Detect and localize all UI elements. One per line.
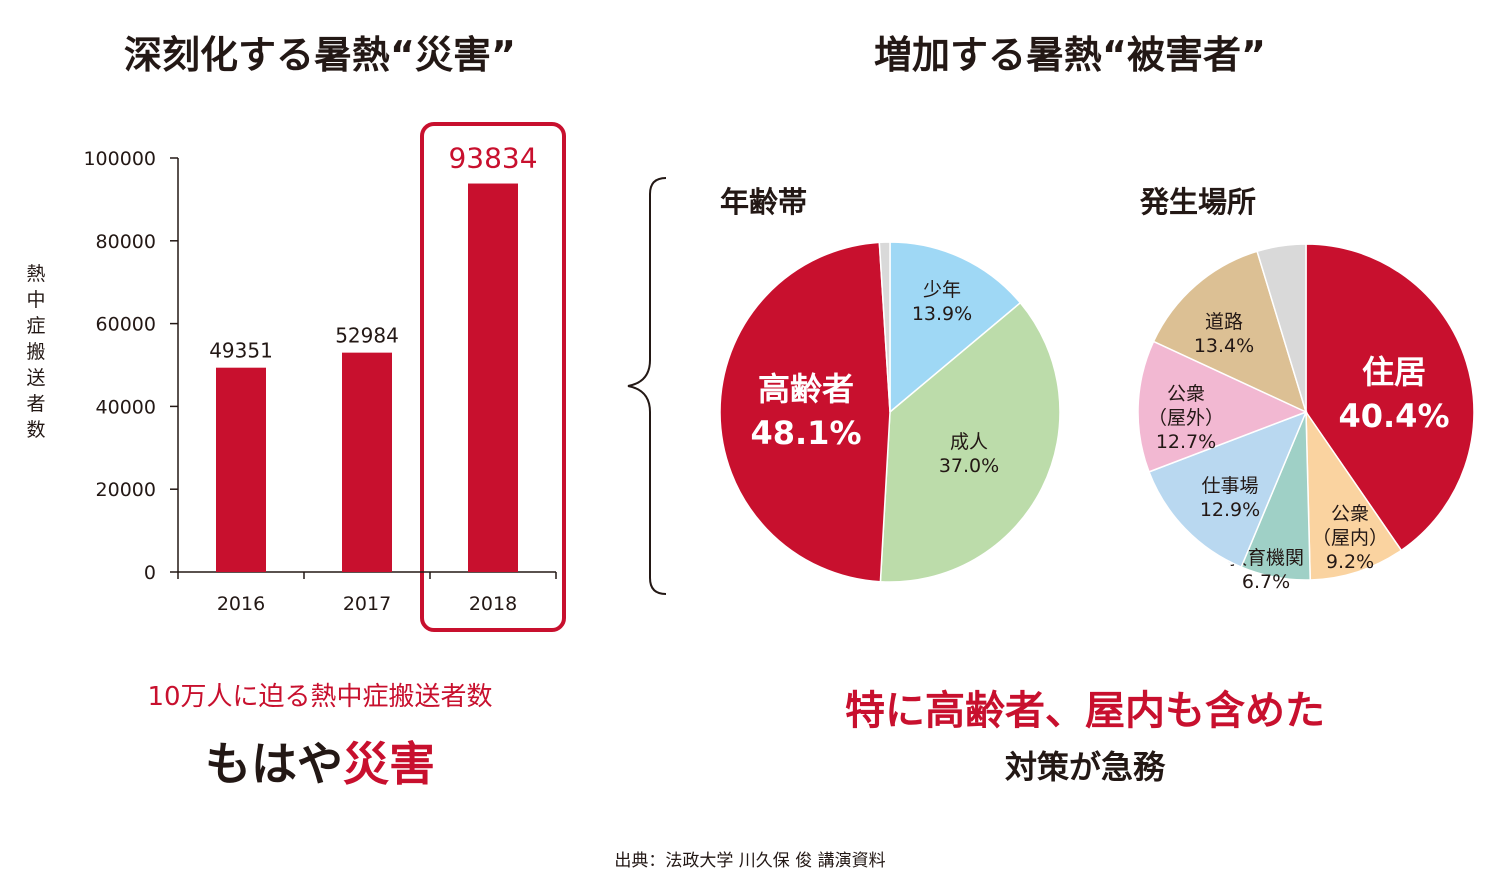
slice-name-label: （屋内）: [1312, 527, 1388, 549]
right-caption-line2: 対策が急務: [1004, 748, 1165, 786]
pie-slice: [1305, 409, 1403, 581]
highlight-box: [420, 122, 566, 632]
left-caption-line1: 10万人に迫る熱中症搬送者数: [147, 682, 493, 712]
bar-value-label: 52984: [335, 324, 399, 348]
y-tick-label: 0: [144, 562, 156, 584]
pie-title: 発生場所: [1139, 185, 1256, 219]
y-tick-label: 60000: [96, 314, 156, 336]
y-tick-label: 40000: [96, 396, 156, 418]
pie-slice: [879, 301, 1061, 583]
left-heading: 深刻化する暑熱“災害”: [124, 33, 516, 77]
slice-value-label: 37.0%: [939, 455, 999, 477]
slice-value-label: 48.1%: [750, 414, 861, 452]
pie-slice: [1137, 340, 1308, 473]
slice-value-label: 40.4%: [1338, 397, 1449, 435]
slice-name-label: 成人: [950, 431, 988, 453]
y-axis-label-char: 者: [26, 393, 45, 415]
x-tick-label: 2017: [343, 593, 391, 615]
bar-2016: [216, 367, 266, 572]
slice-value-label: 12.9%: [1200, 499, 1260, 521]
slice-name-label: 公衆: [1167, 383, 1205, 405]
y-axis-label-char: 数: [26, 419, 45, 441]
y-tick-label: 80000: [96, 231, 156, 253]
y-axis-label-char: 送: [26, 367, 45, 389]
right-caption-line1: 特に高齢者、屋内も含めた: [845, 688, 1325, 734]
pie-slice: [889, 241, 1022, 414]
pie-slice: [1152, 250, 1308, 414]
right-heading: 増加する暑熱“被害者”: [874, 33, 1266, 77]
y-tick-label: 100000: [83, 148, 156, 170]
x-tick-label: 2018: [469, 593, 517, 615]
location-pie-chart: 発生場所住居40.4%公衆（屋内）9.2%教育機関6.7%仕事場12.9%公衆（…: [1137, 185, 1475, 593]
y-axis-label-char: 搬: [26, 341, 45, 363]
bar-2017: [342, 352, 392, 572]
pie-slice: [878, 241, 891, 413]
slice-name-label: 高齢者: [758, 370, 854, 408]
slice-name-label: （屋外）: [1148, 407, 1224, 429]
slice-name-label: 道路: [1205, 311, 1243, 333]
pie-slice: [1305, 243, 1475, 552]
slice-value-label: 12.7%: [1156, 431, 1216, 453]
bar-2018: [468, 183, 518, 573]
left-caption-line2-a: もはや: [205, 737, 343, 791]
brace-icon: [627, 177, 667, 595]
pie-slice: [719, 241, 891, 583]
slice-value-label: 13.9%: [912, 303, 972, 325]
bar-value-label: 49351: [209, 339, 273, 363]
slice-name-label: 少年: [923, 279, 961, 301]
y-tick-label: 20000: [96, 479, 156, 501]
y-axis-label-char: 中: [26, 289, 45, 311]
slice-value-label: 9.2%: [1326, 551, 1374, 573]
pie-title: 年齢帯: [720, 185, 807, 219]
source-credit: 出典：法政大学 川久保 俊 講演資料: [614, 851, 886, 871]
slice-name-label: 仕事場: [1201, 475, 1258, 497]
slice-name-label: 住居: [1362, 353, 1426, 391]
y-axis-label-char: 症: [26, 315, 45, 337]
left-caption-line2: もはや災害: [40, 728, 600, 794]
bar-chart: 0 20000 40000 60000 80000 100000 49351 2016 5298…: [26, 122, 566, 632]
slice-value-label: 6.7%: [1242, 571, 1290, 593]
pie-slice: [1256, 243, 1307, 413]
x-tick-label: 2016: [217, 593, 265, 615]
y-axis-label-char: 熱: [26, 263, 45, 285]
slice-name-label: 公衆: [1331, 503, 1369, 525]
left-caption-line2-b: 災害: [343, 737, 435, 791]
bar-value-label: 93834: [448, 142, 537, 175]
pie-slice: [1148, 410, 1308, 568]
slice-value-label: 13.4%: [1194, 335, 1254, 357]
